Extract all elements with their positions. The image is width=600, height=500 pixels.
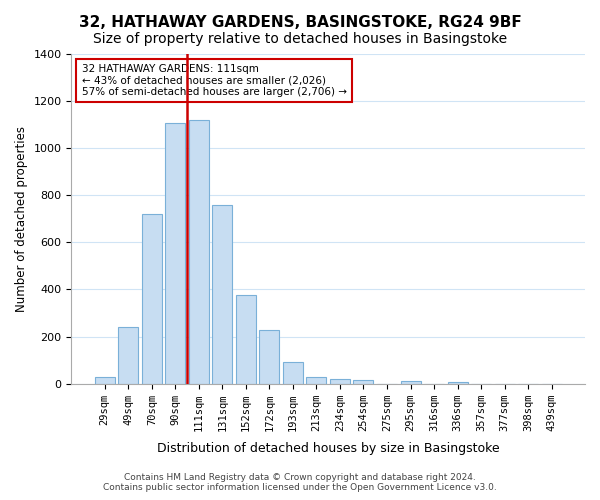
Y-axis label: Number of detached properties: Number of detached properties [15,126,28,312]
Bar [236,296,256,384]
Bar [401,382,421,384]
Bar [166,124,185,384]
Text: Size of property relative to detached houses in Basingstoke: Size of property relative to detached ho… [93,32,507,46]
Bar [353,380,373,384]
Bar [330,379,350,384]
X-axis label: Distribution of detached houses by size in Basingstoke: Distribution of detached houses by size … [157,442,500,455]
Bar [448,382,467,384]
Bar [307,376,326,384]
Bar [189,120,209,384]
Bar [283,362,303,384]
Bar [118,327,138,384]
Bar [259,330,280,384]
Bar [142,214,162,384]
Text: Contains HM Land Registry data © Crown copyright and database right 2024.
Contai: Contains HM Land Registry data © Crown c… [103,473,497,492]
Text: 32, HATHAWAY GARDENS, BASINGSTOKE, RG24 9BF: 32, HATHAWAY GARDENS, BASINGSTOKE, RG24 … [79,15,521,30]
Bar [95,376,115,384]
Bar [212,204,232,384]
Text: 32 HATHAWAY GARDENS: 111sqm
← 43% of detached houses are smaller (2,026)
57% of : 32 HATHAWAY GARDENS: 111sqm ← 43% of det… [82,64,347,97]
